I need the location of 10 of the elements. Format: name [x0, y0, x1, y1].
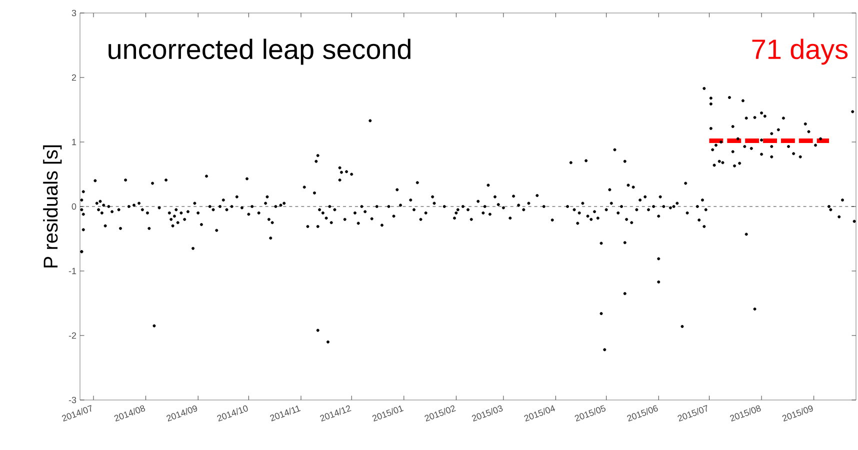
annotation: uncorrected leap second [108, 38, 410, 65]
y-tick-label: 0 [72, 203, 76, 210]
y-tick-label: 2 [72, 74, 76, 81]
y-tick-label: -3 [68, 396, 76, 404]
y-tick-label: -1 [68, 268, 76, 274]
y-axis-title: P residuals [s] [43, 145, 62, 268]
y-tick-label: -2 [68, 332, 76, 339]
y-tick-label: 3 [72, 10, 76, 16]
annotation: 71 days [752, 38, 848, 65]
y-tick-label: 1 [72, 138, 76, 146]
